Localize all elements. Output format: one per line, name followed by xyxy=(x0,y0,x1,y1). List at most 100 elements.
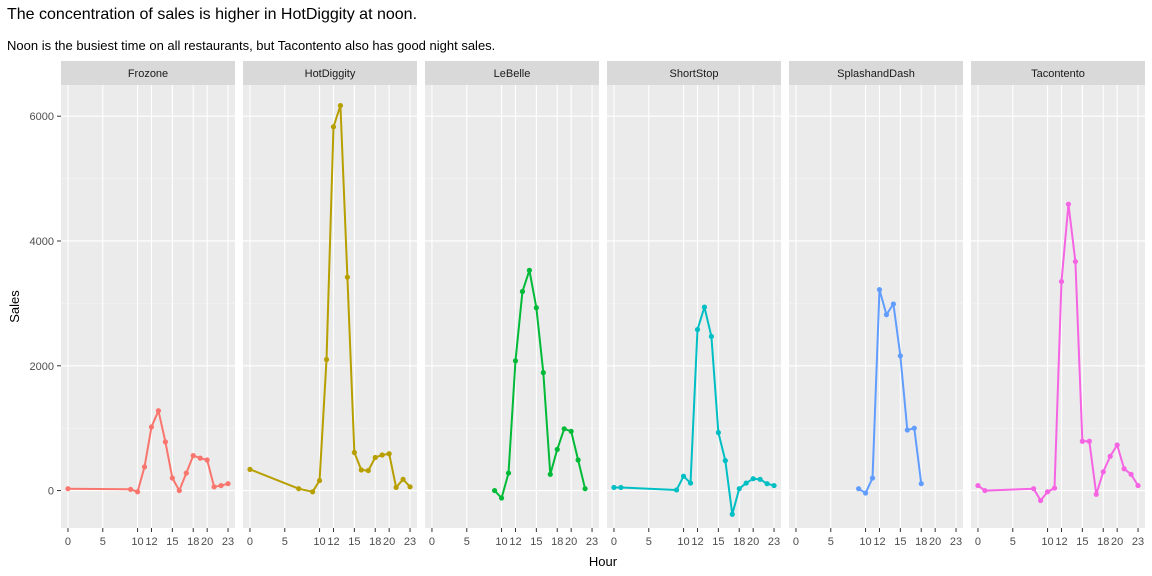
data-point xyxy=(316,477,323,484)
data-point xyxy=(134,489,141,495)
x-tick-label: 18 xyxy=(551,536,563,548)
x-tick-label: 23 xyxy=(222,536,234,548)
data-point xyxy=(358,467,364,473)
data-point xyxy=(975,482,981,489)
data-point xyxy=(876,287,883,293)
data-point xyxy=(337,102,344,109)
x-tick-label: 23 xyxy=(586,536,598,548)
data-point xyxy=(1128,471,1134,477)
x-tick-label: 15 xyxy=(894,536,906,548)
x-tick-label: 12 xyxy=(145,536,157,548)
panel-background xyxy=(607,85,781,528)
data-point xyxy=(176,487,182,494)
x-tick-label: 5 xyxy=(646,536,652,548)
x-tick-label: 23 xyxy=(1132,536,1144,548)
x-tick-label: 0 xyxy=(247,536,253,548)
data-point xyxy=(561,426,567,432)
x-tick-label: 10 xyxy=(677,536,689,548)
data-point xyxy=(197,455,203,461)
data-point xyxy=(904,427,910,433)
data-point xyxy=(512,358,519,364)
data-point xyxy=(611,484,617,491)
x-tick-label: 0 xyxy=(793,536,799,548)
x-tick-label: 15 xyxy=(348,536,360,548)
data-point xyxy=(771,482,777,489)
data-point xyxy=(526,267,533,273)
data-point xyxy=(492,487,498,494)
data-point xyxy=(1058,278,1065,285)
x-tick-label: 18 xyxy=(915,536,927,548)
panel-background xyxy=(61,85,235,528)
data-point xyxy=(736,486,742,492)
data-point xyxy=(498,495,505,501)
panel-background xyxy=(789,85,963,528)
data-point xyxy=(680,473,687,479)
x-tick-label: 12 xyxy=(873,536,885,548)
x-tick-label: 5 xyxy=(282,536,288,548)
data-point xyxy=(1044,489,1051,495)
data-point xyxy=(554,446,560,452)
data-point xyxy=(211,484,217,490)
data-point xyxy=(729,511,735,517)
data-point xyxy=(1135,482,1141,489)
panel-background xyxy=(971,85,1145,528)
x-tick-label: 0 xyxy=(429,536,435,548)
y-tick-label: 0 xyxy=(48,486,54,498)
x-tick-label: 10 xyxy=(495,536,507,548)
y-tick-label: 6000 xyxy=(30,111,54,123)
x-tick-label: 20 xyxy=(929,536,941,548)
facet-label: LeBelle xyxy=(494,68,531,80)
data-point xyxy=(722,458,728,464)
x-tick-label: 10 xyxy=(1041,536,1053,548)
data-point xyxy=(897,353,903,359)
data-point xyxy=(141,464,148,470)
chart-subtitle: Noon is the busiest time on all restaura… xyxy=(7,38,496,53)
panel-background xyxy=(425,85,599,528)
x-tick-label: 20 xyxy=(383,536,395,548)
x-tick-label: 23 xyxy=(404,536,416,548)
facet-label: ShortStop xyxy=(670,68,719,80)
data-point xyxy=(701,304,708,310)
data-point xyxy=(393,484,399,491)
data-point xyxy=(764,481,770,487)
facet-label: SplashandDash xyxy=(837,68,915,80)
data-point xyxy=(890,301,897,307)
data-point xyxy=(1072,258,1078,265)
data-point xyxy=(540,370,546,376)
x-tick-label: 5 xyxy=(464,536,470,548)
data-point xyxy=(911,425,917,431)
data-point xyxy=(708,333,715,340)
facet-strip xyxy=(61,61,235,85)
y-tick-label: 4000 xyxy=(30,236,54,248)
data-point xyxy=(757,476,763,482)
data-point xyxy=(148,424,155,430)
x-tick-label: 10 xyxy=(859,536,871,548)
x-tick-label: 15 xyxy=(712,536,724,548)
data-point xyxy=(750,476,756,482)
data-point xyxy=(190,453,196,459)
x-tick-label: 20 xyxy=(565,536,577,548)
data-point xyxy=(674,487,680,493)
data-point xyxy=(310,489,316,495)
data-point xyxy=(225,481,231,487)
data-point xyxy=(183,470,189,476)
x-tick-label: 5 xyxy=(100,536,106,548)
x-tick-label: 23 xyxy=(768,536,780,548)
data-point xyxy=(386,451,392,457)
data-point xyxy=(247,466,253,472)
data-point xyxy=(1038,497,1044,504)
data-point xyxy=(1107,453,1113,459)
data-point xyxy=(715,429,721,436)
data-point xyxy=(982,487,988,494)
data-point xyxy=(1065,201,1072,207)
x-tick-label: 20 xyxy=(747,536,759,548)
data-point xyxy=(687,480,694,486)
x-tick-label: 10 xyxy=(313,536,325,548)
x-tick-label: 12 xyxy=(1055,536,1067,548)
x-tick-label: 18 xyxy=(187,536,199,548)
data-point xyxy=(743,480,749,486)
data-point xyxy=(296,486,302,492)
x-axis-title: Hour xyxy=(589,554,618,569)
x-tick-label: 15 xyxy=(530,536,542,548)
x-tick-label: 5 xyxy=(1010,536,1016,548)
